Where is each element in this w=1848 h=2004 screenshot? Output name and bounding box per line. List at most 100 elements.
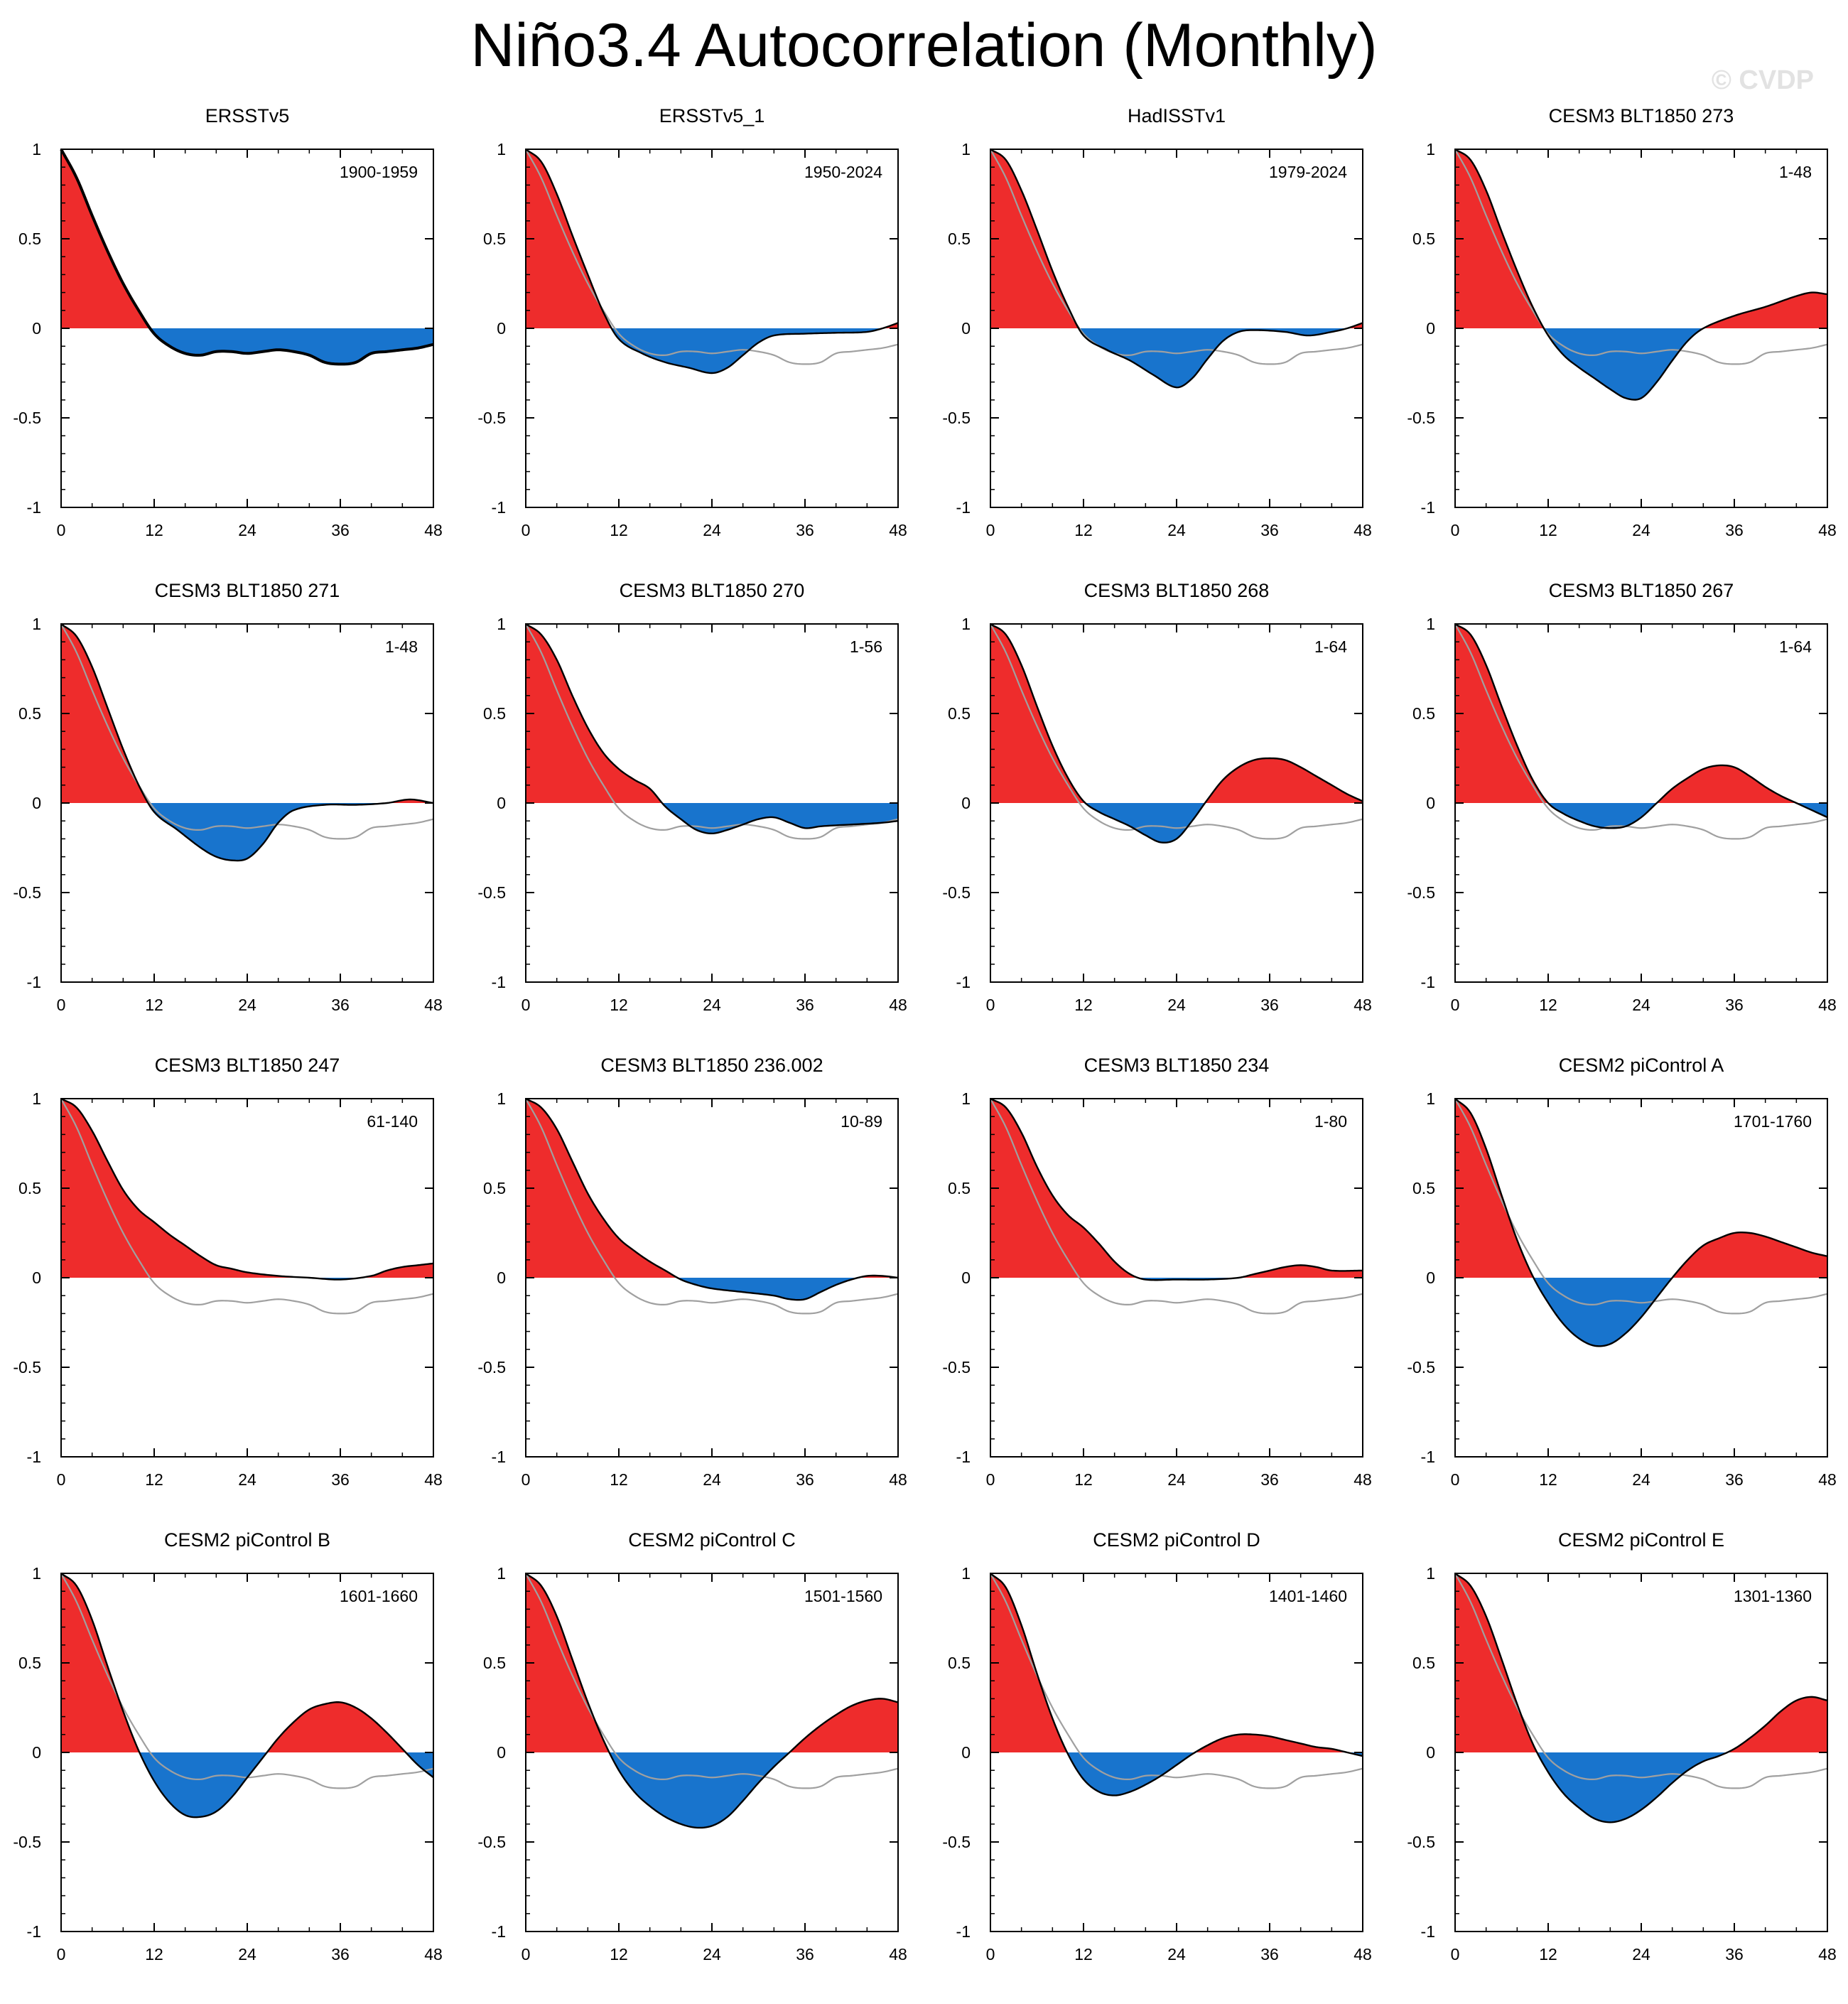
y-tick-label: 0.5 [18, 704, 41, 723]
chart-panel: HadISSTv1 1 0.5 0 -0.5 -1 0 12 24 36 48 1979-2024 [942, 105, 1371, 539]
x-tick-label: 36 [1260, 1470, 1279, 1489]
reference-line [1454, 1098, 1828, 1315]
x-tick-label: 36 [331, 1470, 350, 1489]
panel-title: CESM3 BLT1850 271 [155, 580, 340, 601]
reference-line [525, 149, 899, 365]
period-label: 1-48 [385, 637, 418, 656]
x-tick-label: 36 [1725, 521, 1744, 539]
x-tick-label: 36 [796, 1470, 814, 1489]
y-tick-label: -1 [1421, 1448, 1435, 1466]
period-label: 61-140 [367, 1112, 418, 1131]
y-tick-label: 0.5 [1412, 1654, 1435, 1672]
y-tick-label: -0.5 [1407, 1833, 1435, 1851]
y-tick-label: 1 [32, 1089, 41, 1108]
positive-area [990, 1099, 1363, 1278]
positive-area [526, 624, 898, 803]
positive-area [1455, 1573, 1827, 1752]
y-tick-label: -1 [492, 973, 506, 991]
chart-panel: CESM3 BLT1850 247 1 0.5 0 -0.5 -1 0 12 24 36 48 61-… [13, 1055, 442, 1489]
negative-area [1455, 1752, 1827, 1823]
y-tick-label: 0.5 [18, 230, 41, 248]
x-tick-label: 36 [331, 1945, 350, 1963]
panel-title: ERSSTv5 [205, 105, 290, 126]
chart-panel: CESM2 piControl E 1 0.5 0 -0.5 -1 0 12 24 36 48 130… [1407, 1529, 1836, 1963]
x-tick-label: 0 [57, 1945, 66, 1963]
y-tick-label: 0.5 [948, 230, 971, 248]
x-tick-label: 48 [1818, 1470, 1837, 1489]
y-tick-label: -1 [492, 1922, 506, 1941]
y-tick-label: 0.5 [483, 1654, 506, 1672]
x-tick-label: 36 [1725, 1945, 1744, 1963]
chart-panel: ERSSTv5_1 1 0.5 0 -0.5 -1 0 12 24 36 48 1950-2024 [477, 105, 907, 539]
chart-panel: CESM3 BLT1850 236.002 1 0.5 0 -0.5 -1 0 12 24 36 4… [477, 1055, 907, 1489]
y-tick-label: -1 [27, 1448, 41, 1466]
y-tick-label: 0 [497, 794, 506, 812]
x-tick-label: 24 [238, 1470, 256, 1489]
x-tick-label: 0 [986, 1945, 995, 1963]
negative-area [990, 803, 1363, 843]
negative-area [61, 328, 433, 365]
x-tick-label: 12 [1539, 1470, 1557, 1489]
series-line [1454, 148, 1828, 401]
series-line [990, 1573, 1363, 1796]
period-label: 1301-1360 [1734, 1587, 1812, 1605]
y-tick-label: -0.5 [477, 883, 506, 902]
panel-title: CESM3 BLT1850 236.002 [600, 1055, 823, 1076]
panel-title: CESM2 piControl A [1559, 1055, 1724, 1076]
y-tick-label: -0.5 [942, 1358, 971, 1377]
x-tick-label: 36 [796, 996, 814, 1014]
x-tick-label: 24 [1167, 1945, 1186, 1963]
reference-line [1454, 149, 1828, 365]
x-tick-label: 36 [796, 521, 814, 539]
x-tick-label: 48 [424, 996, 443, 1014]
series-line [1454, 1573, 1828, 1823]
x-tick-label: 0 [1451, 1945, 1460, 1963]
y-tick-label: 1 [1426, 1089, 1435, 1108]
x-tick-label: 0 [522, 996, 531, 1014]
y-tick-label: -1 [27, 973, 41, 991]
negative-area [990, 328, 1363, 388]
y-tick-label: 0 [497, 1268, 506, 1287]
x-tick-label: 24 [238, 1945, 256, 1963]
y-tick-label: -0.5 [942, 1833, 971, 1851]
period-label: 1900-1959 [340, 163, 418, 181]
series-line [1454, 1098, 1828, 1347]
x-tick-label: 0 [986, 1470, 995, 1489]
y-tick-label: 1 [32, 140, 41, 158]
x-tick-label: 48 [1353, 1470, 1372, 1489]
x-tick-label: 48 [889, 1470, 907, 1489]
y-tick-label: -1 [492, 1448, 506, 1466]
x-tick-label: 12 [145, 521, 163, 539]
x-tick-label: 24 [1632, 1470, 1650, 1489]
positive-area [526, 1099, 898, 1278]
panel-title: CESM3 BLT1850 247 [155, 1055, 340, 1076]
x-tick-label: 24 [1632, 1945, 1650, 1963]
reference-line [990, 623, 1363, 840]
y-tick-label: 0 [961, 794, 971, 812]
x-tick-label: 0 [1451, 1470, 1460, 1489]
y-tick-label: 1 [497, 1564, 506, 1583]
y-tick-label: 0 [32, 1268, 41, 1287]
series-line [525, 149, 899, 375]
x-tick-label: 48 [1353, 521, 1372, 539]
period-label: 1-56 [850, 637, 882, 656]
positive-area [990, 149, 1363, 328]
reference-line [990, 149, 1363, 365]
x-tick-label: 12 [1539, 996, 1557, 1014]
y-tick-label: -1 [1421, 498, 1435, 517]
series-line [990, 623, 1363, 844]
panel-title: ERSSTv5_1 [659, 105, 765, 126]
x-tick-label: 48 [424, 1470, 443, 1489]
y-tick-label: -0.5 [477, 409, 506, 427]
y-tick-label: -1 [1421, 973, 1435, 991]
y-tick-label: 0.5 [483, 230, 506, 248]
period-label: 1501-1560 [804, 1587, 882, 1605]
reference-line [525, 623, 899, 840]
y-tick-label: -1 [492, 498, 506, 517]
x-tick-label: 48 [1353, 996, 1372, 1014]
series-line [60, 1573, 434, 1819]
chart-panel: CESM2 piControl C 1 0.5 0 -0.5 -1 0 12 24 36 48 150… [477, 1529, 907, 1963]
chart-panel: CESM2 piControl B 1 0.5 0 -0.5 -1 0 12 24 36 48 160… [13, 1529, 442, 1963]
y-tick-label: 0.5 [948, 704, 971, 723]
